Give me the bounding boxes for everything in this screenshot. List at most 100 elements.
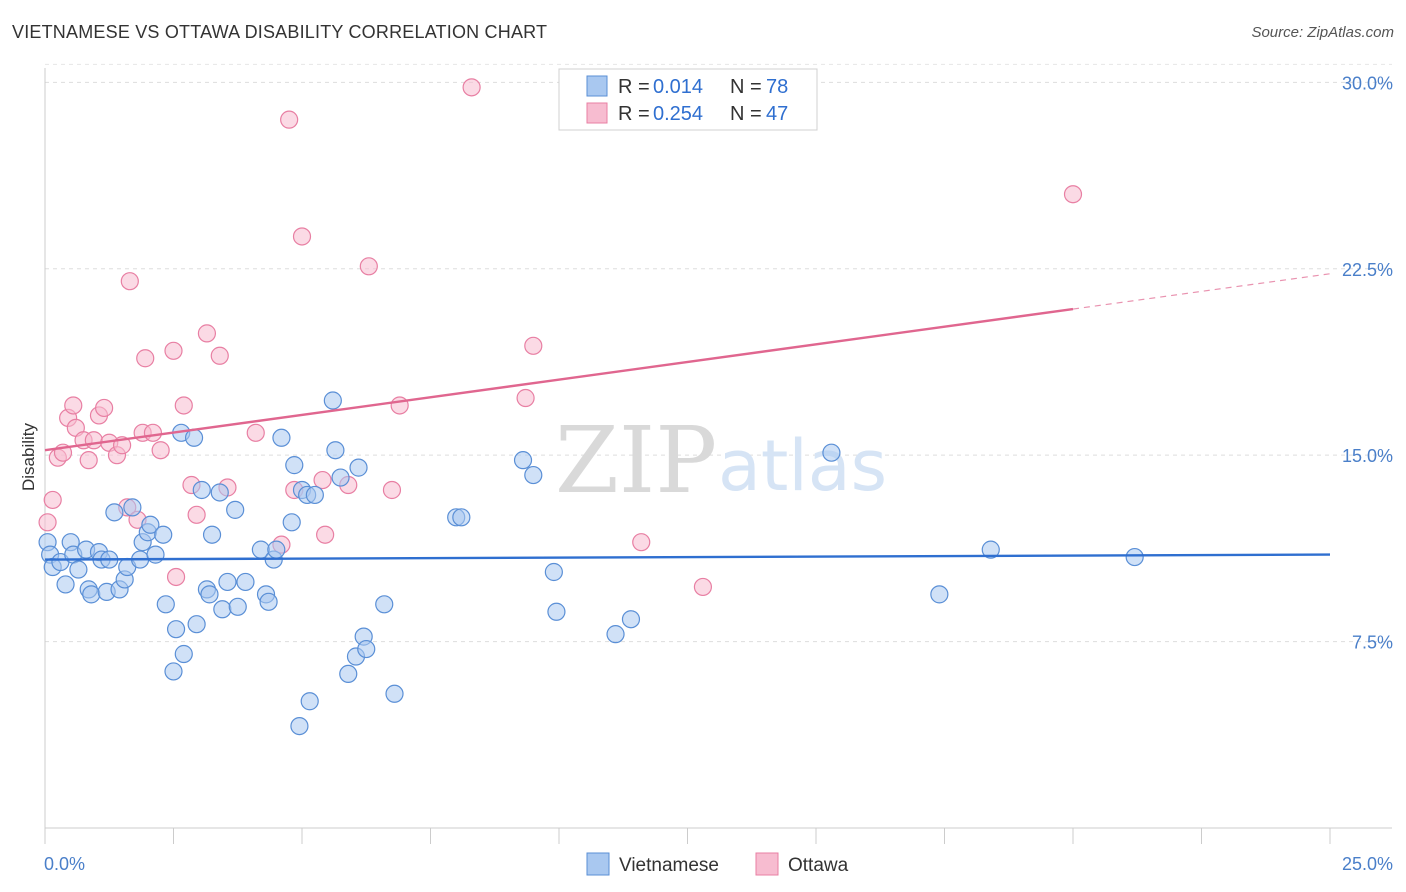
point-vietnamese-36: [202, 525, 222, 544]
point-vietnamese-33: [192, 480, 211, 500]
legend-n-value-vietnamese: 78: [766, 76, 788, 98]
point-vietnamese-74: [822, 443, 841, 462]
point-vietnamese-38: [213, 600, 232, 619]
point-vietnamese-54: [300, 692, 319, 711]
point-ottawa-20: [143, 423, 163, 442]
point-vietnamese-30: [174, 644, 193, 664]
bottom-legend-swatch-ottawa: [755, 852, 779, 876]
legend-r-label-vietnamese: R =: [618, 76, 655, 98]
source-label: Source: ZipAtlas.com: [1251, 24, 1394, 41]
point-vietnamese-73: [621, 610, 641, 629]
point-vietnamese-76: [981, 540, 1000, 559]
point-ottawa-46: [1063, 185, 1083, 204]
point-vietnamese-77: [1125, 547, 1144, 567]
point-vietnamese-41: [228, 597, 247, 616]
point-vietnamese-72: [606, 625, 625, 644]
point-vietnamese-50: [285, 456, 304, 475]
point-ottawa-41: [462, 78, 481, 97]
point-vietnamese-45: [259, 592, 278, 611]
point-ottawa-35: [313, 470, 332, 490]
trend-line-ottawa-extension: [1072, 273, 1331, 310]
point-vietnamese-10: [82, 585, 101, 604]
legend-swatch-ottawa: [586, 102, 608, 124]
y-tick-label-3: 30.0%: [1342, 73, 1393, 93]
point-ottawa-38: [359, 257, 378, 276]
trend-lines: [44, 273, 1331, 561]
point-ottawa-28: [210, 346, 229, 365]
point-ottawa-44: [632, 533, 651, 552]
point-ottawa-42: [516, 388, 535, 408]
point-ottawa-23: [166, 567, 186, 587]
point-ottawa-16: [120, 272, 139, 291]
point-ottawa-24: [174, 396, 193, 415]
grid: [45, 63, 1392, 643]
x-tick-label-0: 0.0%: [44, 854, 85, 874]
point-vietnamese-67: [452, 508, 471, 527]
legend-swatch-vietnamese: [586, 75, 608, 97]
point-vietnamese-64: [375, 595, 394, 614]
point-vietnamese-7: [69, 560, 88, 579]
point-vietnamese-57: [326, 441, 345, 460]
point-ottawa-1: [43, 490, 62, 510]
watermark-atlas: atlas: [718, 425, 887, 507]
legend-n-label-vietnamese: N =: [730, 76, 767, 98]
point-vietnamese-51: [290, 716, 309, 736]
point-vietnamese-23: [141, 515, 160, 534]
point-ottawa-8: [79, 451, 98, 470]
watermark-zip: ZIP: [555, 407, 717, 514]
chart-title: VIETNAMESE VS OTTAWA DISABILITY CORRELAT…: [12, 22, 548, 42]
point-vietnamese-39: [218, 572, 237, 592]
point-vietnamese-47: [267, 540, 286, 559]
bottom-legend-label-vietnamese: Vietnamese: [619, 855, 719, 876]
y-tick-labels: 7.5% 15.0% 22.5% 30.0%: [1342, 73, 1393, 652]
point-vietnamese-28: [166, 620, 186, 639]
point-vietnamese-19: [123, 498, 142, 517]
point-vietnamese-48: [272, 428, 291, 447]
point-ottawa-27: [197, 324, 217, 343]
point-ottawa-34: [292, 227, 312, 246]
legend-r-label-ottawa: R =: [618, 103, 655, 125]
point-vietnamese-56: [323, 391, 342, 410]
legend-r-value-vietnamese: 0.014: [653, 76, 703, 98]
point-vietnamese-49: [282, 513, 301, 532]
point-ottawa-36: [316, 525, 335, 544]
bottom-legend-swatch-vietnamese: [586, 852, 610, 876]
point-vietnamese-42: [236, 572, 255, 592]
point-ottawa-32: [280, 110, 299, 129]
legend-r-value-ottawa: 0.254: [653, 103, 703, 125]
point-ottawa-43: [524, 336, 543, 355]
point-vietnamese-65: [385, 684, 404, 703]
point-vietnamese-69: [524, 465, 543, 485]
watermark: ZIP atlas: [555, 407, 887, 514]
y-tick-label-0: 7.5%: [1352, 633, 1393, 653]
point-ottawa-0: [38, 513, 57, 532]
point-vietnamese-63: [357, 639, 376, 659]
point-ottawa-30: [246, 423, 265, 442]
point-vietnamese-25: [154, 525, 173, 544]
bottom-legend-label-ottawa: Ottawa: [788, 855, 849, 876]
axes: [44, 68, 1392, 844]
point-vietnamese-58: [331, 468, 350, 487]
point-vietnamese-68: [513, 451, 533, 470]
point-vietnamese-59: [339, 664, 358, 684]
point-vietnamese-24: [146, 545, 165, 564]
point-ottawa-9: [84, 431, 103, 450]
legend-n-label-ottawa: N =: [730, 103, 767, 125]
point-ottawa-39: [382, 480, 402, 500]
point-vietnamese-75: [930, 585, 949, 604]
point-ottawa-19: [136, 349, 155, 368]
point-vietnamese-71: [547, 602, 566, 621]
legend-n-value-ottawa: 47: [766, 103, 788, 125]
x-tick-labels: 0.0% 25.0%: [44, 854, 1393, 874]
point-ottawa-22: [164, 341, 183, 360]
point-vietnamese-4: [56, 575, 75, 594]
point-vietnamese-40: [226, 500, 245, 519]
bottom-legend: Vietnamese Ottawa: [586, 852, 849, 876]
x-tick-label-1: 25.0%: [1342, 854, 1393, 874]
point-vietnamese-61: [349, 458, 368, 477]
point-vietnamese-70: [544, 562, 563, 582]
point-ottawa-21: [151, 441, 170, 460]
point-ottawa-11: [95, 398, 114, 418]
point-ottawa-45: [693, 577, 713, 597]
